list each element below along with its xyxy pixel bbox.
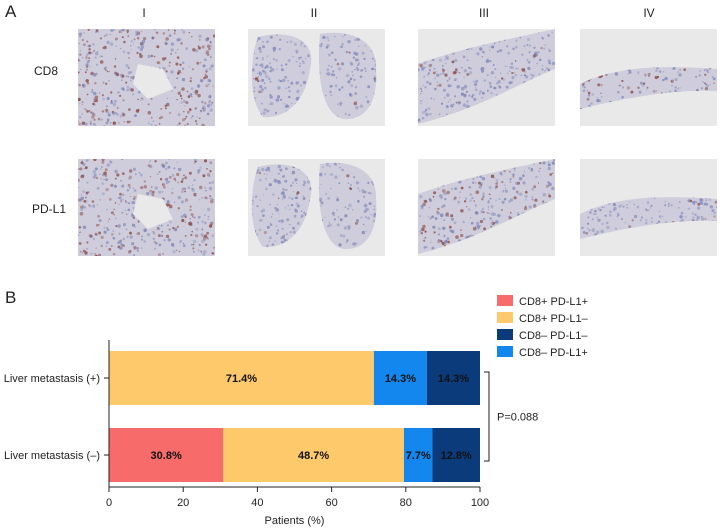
legend-label: CD8+ PD-L1– bbox=[519, 313, 589, 325]
column-label-i: I bbox=[142, 6, 146, 20]
bar-value-label: 12.8% bbox=[441, 450, 472, 462]
ihc-tile-cd8-i bbox=[78, 29, 215, 126]
x-axis-title: Patients (%) bbox=[265, 515, 325, 527]
stacked-bar-chart: 71.4% 14.3% 14.3% Liver metastasis (+) 30.8%… bbox=[4, 295, 589, 527]
ihc-tile-pd-l1-iv bbox=[580, 159, 717, 256]
bar-value-label: 7.7% bbox=[406, 450, 431, 462]
bar-segment bbox=[403, 428, 433, 482]
legend-label: CD8– PD-L1+ bbox=[519, 347, 588, 359]
x-tick-label: 40 bbox=[251, 497, 263, 509]
bar-segment bbox=[109, 428, 224, 482]
row-label-cd8: CD8 bbox=[34, 64, 59, 78]
bar-value-label: 30.8% bbox=[151, 450, 182, 462]
bar-value-label: 14.3% bbox=[385, 373, 416, 385]
x-tick-label: 0 bbox=[106, 497, 112, 509]
legend-swatch bbox=[497, 312, 513, 323]
panel-a-letter: A bbox=[5, 2, 17, 21]
ihc-tile-cd8-ii bbox=[248, 29, 385, 126]
x-tick-label: 80 bbox=[400, 497, 412, 509]
row-label-pd-l1: PD-L1 bbox=[32, 202, 67, 216]
column-label-iii: III bbox=[478, 6, 489, 20]
bar-segment bbox=[432, 428, 480, 482]
column-label-ii: II bbox=[310, 6, 318, 20]
legend-swatch bbox=[497, 329, 513, 340]
category-label: Liver metastasis (–) bbox=[4, 450, 100, 462]
category-label: Liver metastasis (+) bbox=[4, 373, 100, 385]
significance-bracket bbox=[484, 371, 490, 462]
bar-segment bbox=[223, 428, 404, 482]
ihc-tile-cd8-iii bbox=[418, 29, 555, 126]
panel-b-letter: B bbox=[5, 288, 17, 307]
legend-label: CD8+ PD-L1+ bbox=[519, 296, 588, 308]
ihc-tile-cd8-iv bbox=[580, 29, 717, 126]
p-value-annotation: P=0.088 bbox=[497, 412, 538, 424]
bar-value-label: 71.4% bbox=[226, 373, 257, 385]
column-label-iv: IV bbox=[643, 6, 655, 20]
bar-value-label: 14.3% bbox=[438, 373, 469, 385]
ihc-tile-pd-l1-iii bbox=[418, 159, 555, 256]
x-tick-label: 100 bbox=[471, 497, 489, 509]
x-tick-label: 60 bbox=[325, 497, 337, 509]
legend-swatch bbox=[497, 295, 513, 306]
bar-segment bbox=[109, 351, 374, 405]
ihc-tile-pd-l1-ii bbox=[248, 159, 385, 256]
bar-segment bbox=[373, 351, 427, 405]
x-tick-label: 20 bbox=[177, 497, 189, 509]
ihc-tile-pd-l1-i bbox=[78, 159, 215, 256]
bar-segment bbox=[426, 351, 480, 405]
bar-value-label: 48.7% bbox=[298, 450, 329, 462]
legend-swatch bbox=[497, 346, 513, 357]
legend-label: CD8– PD-L1– bbox=[519, 330, 588, 342]
